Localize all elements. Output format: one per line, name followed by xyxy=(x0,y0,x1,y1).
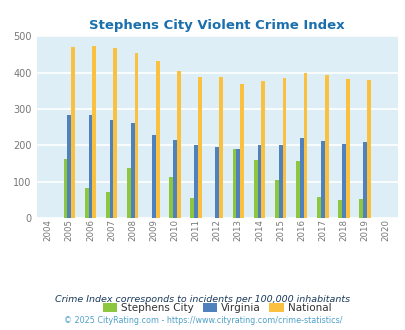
Legend: Stephens City, Virginia, National: Stephens City, Virginia, National xyxy=(98,299,335,317)
Bar xyxy=(345,80,349,218)
Bar xyxy=(253,160,257,218)
Bar xyxy=(194,145,198,218)
Bar xyxy=(85,188,88,218)
Bar xyxy=(130,123,134,218)
Bar xyxy=(299,138,303,218)
Bar xyxy=(366,80,370,218)
Bar xyxy=(295,161,299,218)
Bar xyxy=(274,180,278,218)
Bar xyxy=(127,168,130,218)
Bar xyxy=(156,61,159,218)
Bar xyxy=(324,75,328,218)
Text: Crime Index corresponds to incidents per 100,000 inhabitants: Crime Index corresponds to incidents per… xyxy=(55,295,350,304)
Bar xyxy=(134,52,138,218)
Bar xyxy=(215,148,219,218)
Bar xyxy=(278,145,282,218)
Bar xyxy=(316,197,320,218)
Bar xyxy=(92,46,96,218)
Bar xyxy=(109,120,113,218)
Bar xyxy=(257,145,261,218)
Text: © 2025 CityRating.com - https://www.cityrating.com/crime-statistics/: © 2025 CityRating.com - https://www.city… xyxy=(64,316,341,325)
Bar xyxy=(341,145,345,218)
Bar xyxy=(303,73,307,218)
Bar xyxy=(320,141,324,218)
Bar xyxy=(337,200,341,218)
Bar xyxy=(190,198,194,218)
Bar xyxy=(173,140,177,218)
Bar xyxy=(240,84,243,218)
Bar xyxy=(151,135,156,218)
Bar xyxy=(64,159,67,218)
Bar xyxy=(113,48,117,218)
Bar xyxy=(169,177,173,218)
Bar xyxy=(67,115,71,218)
Bar xyxy=(236,149,240,218)
Bar xyxy=(219,77,222,218)
Bar xyxy=(198,77,201,218)
Bar xyxy=(232,149,236,218)
Bar xyxy=(261,81,264,218)
Bar xyxy=(88,115,92,218)
Title: Stephens City Violent Crime Index: Stephens City Violent Crime Index xyxy=(89,19,344,32)
Bar xyxy=(106,192,109,218)
Bar xyxy=(362,142,366,218)
Bar xyxy=(71,47,75,218)
Bar xyxy=(358,199,362,218)
Bar xyxy=(282,79,286,218)
Bar xyxy=(177,71,180,218)
